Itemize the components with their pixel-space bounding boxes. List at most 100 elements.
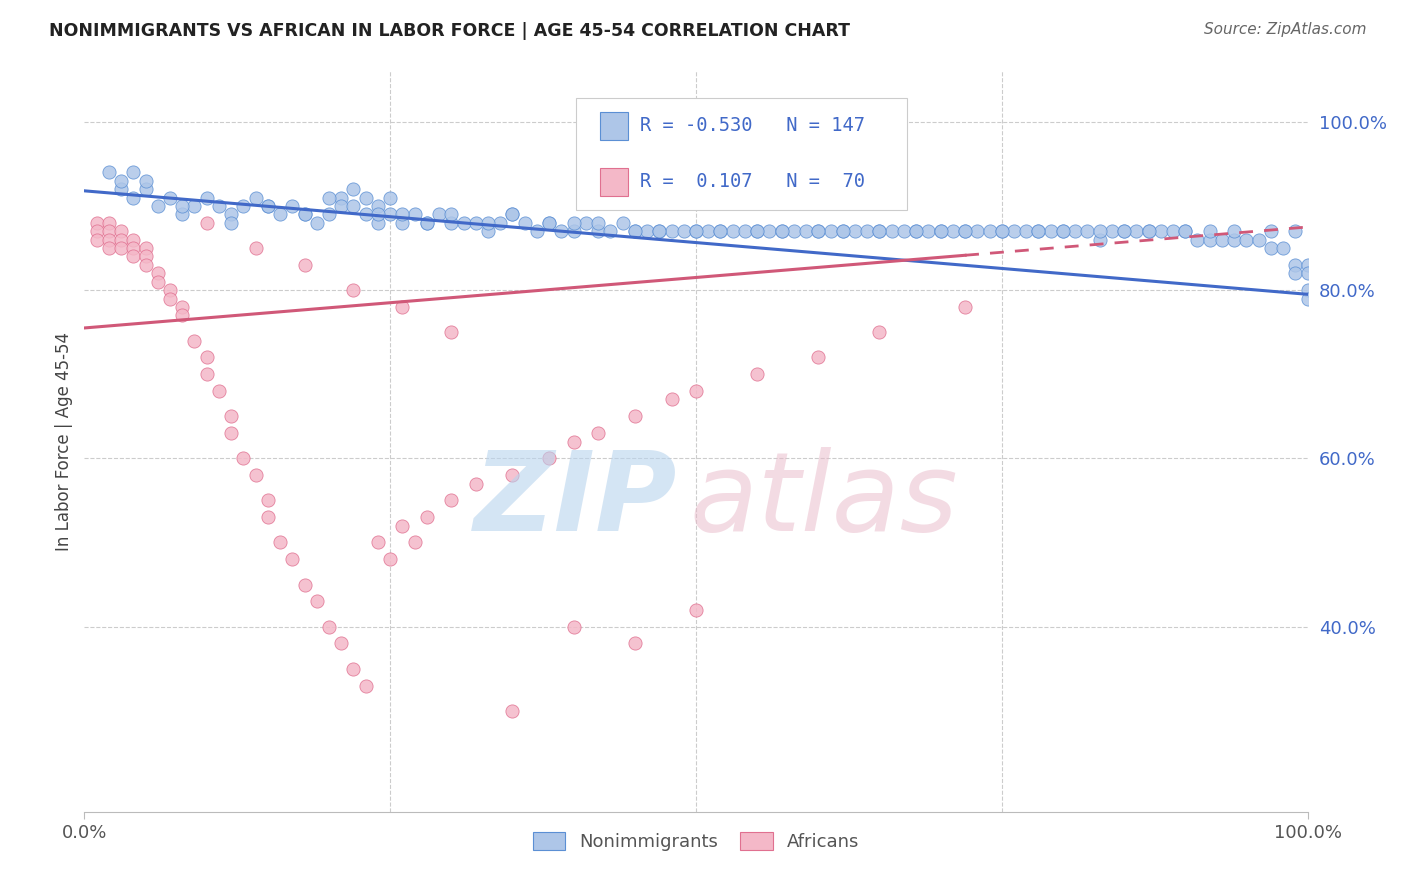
Point — [624, 409, 647, 424]
Point — [869, 224, 891, 238]
Point — [440, 493, 463, 508]
Point — [953, 300, 976, 314]
Point — [807, 351, 830, 365]
Point — [1187, 233, 1209, 247]
Point — [440, 207, 463, 221]
Legend: Nonimmigrants, Africans: Nonimmigrants, Africans — [526, 824, 866, 858]
Point — [391, 216, 413, 230]
Point — [477, 216, 499, 230]
Point — [953, 224, 976, 238]
Point — [1161, 224, 1184, 238]
Point — [562, 216, 585, 230]
Point — [86, 233, 108, 247]
Point — [305, 216, 328, 230]
Point — [135, 258, 157, 272]
Point — [172, 300, 194, 314]
Point — [354, 679, 377, 693]
Point — [991, 224, 1014, 238]
Point — [354, 207, 377, 221]
Point — [342, 662, 364, 676]
Point — [404, 535, 426, 549]
Point — [1064, 224, 1087, 238]
Point — [367, 216, 389, 230]
Point — [1101, 224, 1123, 238]
Point — [110, 174, 132, 188]
Point — [1284, 266, 1306, 280]
Point — [1015, 224, 1038, 238]
Point — [1088, 233, 1111, 247]
Point — [844, 224, 866, 238]
Point — [110, 182, 132, 196]
Point — [880, 224, 903, 238]
Point — [464, 216, 486, 230]
Point — [232, 451, 254, 466]
Point — [367, 207, 389, 221]
Point — [172, 207, 194, 221]
Point — [648, 224, 671, 238]
Point — [342, 283, 364, 297]
Point — [685, 384, 707, 398]
Point — [195, 368, 218, 382]
Point — [1114, 224, 1136, 238]
Point — [1260, 224, 1282, 238]
Point — [661, 224, 683, 238]
Point — [257, 493, 280, 508]
Point — [979, 224, 1001, 238]
Point — [257, 199, 280, 213]
Point — [195, 351, 218, 365]
Point — [661, 392, 683, 407]
Point — [219, 207, 242, 221]
Point — [257, 199, 280, 213]
Point — [747, 224, 769, 238]
Point — [562, 224, 585, 238]
Point — [159, 292, 181, 306]
Point — [464, 476, 486, 491]
Point — [1150, 224, 1173, 238]
Point — [416, 216, 439, 230]
Point — [257, 510, 280, 524]
Point — [770, 224, 793, 238]
Point — [380, 190, 402, 204]
Point — [183, 199, 205, 213]
Point — [342, 182, 364, 196]
Point — [245, 468, 267, 483]
Point — [869, 224, 891, 238]
Text: Source: ZipAtlas.com: Source: ZipAtlas.com — [1204, 22, 1367, 37]
Point — [269, 207, 291, 221]
Point — [380, 207, 402, 221]
Point — [502, 704, 524, 718]
Point — [953, 224, 976, 238]
Point — [195, 190, 218, 204]
Point — [86, 216, 108, 230]
Point — [685, 224, 707, 238]
Point — [135, 250, 157, 264]
Point — [135, 182, 157, 196]
Point — [1223, 233, 1246, 247]
Point — [502, 207, 524, 221]
Point — [1284, 224, 1306, 238]
Point — [269, 535, 291, 549]
Point — [1137, 224, 1160, 238]
Point — [1028, 224, 1050, 238]
Point — [380, 552, 402, 566]
Point — [440, 325, 463, 339]
Point — [807, 224, 830, 238]
Point — [427, 207, 450, 221]
Point — [330, 636, 353, 650]
Point — [1028, 224, 1050, 238]
Point — [1137, 224, 1160, 238]
Point — [146, 266, 169, 280]
Point — [685, 603, 707, 617]
Point — [453, 216, 475, 230]
Point — [318, 619, 340, 633]
Point — [1260, 241, 1282, 255]
Point — [159, 190, 181, 204]
Point — [97, 233, 120, 247]
Point — [929, 224, 952, 238]
Text: atlas: atlas — [690, 447, 959, 554]
Point — [1296, 258, 1319, 272]
Point — [294, 207, 316, 221]
Point — [856, 224, 879, 238]
Point — [538, 216, 561, 230]
Point — [404, 207, 426, 221]
